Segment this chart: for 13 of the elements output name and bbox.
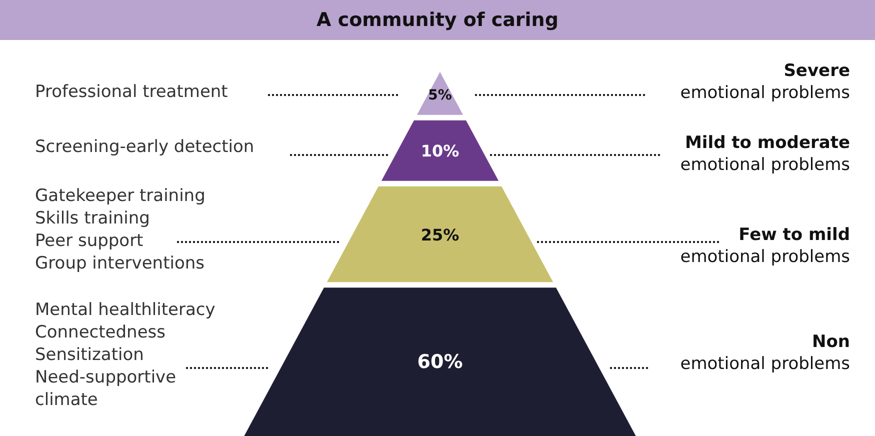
category-label: Few to mild emotional problems	[680, 225, 850, 267]
category-label: Non emotional problems	[680, 332, 850, 374]
text: Mental healthliteracy Connectedness Sensitization Need-supportive climate	[35, 300, 216, 410]
category-label: Severe emotional problems	[680, 61, 850, 103]
text: Gatekeeper training Skills training Peer support Group interventions	[35, 186, 206, 274]
data-label: 5%	[428, 87, 452, 104]
data-label: 25%	[420, 225, 460, 244]
text: Professional treatment	[35, 82, 228, 102]
category-label: Mild to moderate emotional problems	[680, 133, 850, 175]
text: A community of caring	[316, 9, 558, 31]
text: Screening-early detection	[35, 137, 254, 157]
data-label: 60%	[417, 350, 463, 373]
data-label: 10%	[420, 142, 460, 161]
